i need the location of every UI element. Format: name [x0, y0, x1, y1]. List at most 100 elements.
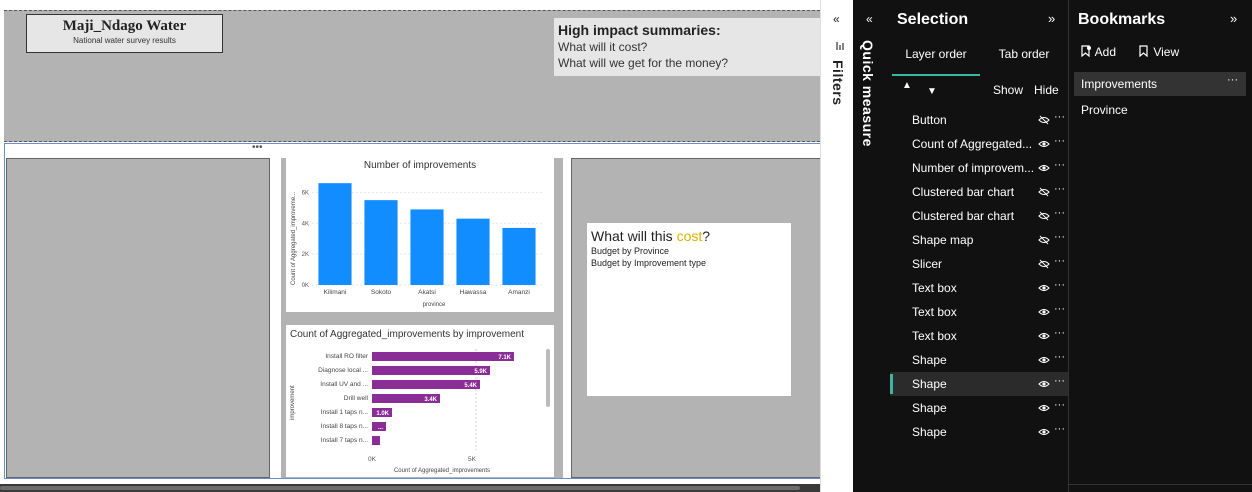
- layer-more-icon[interactable]: ···: [1054, 351, 1065, 363]
- chart1-bar[interactable]: [456, 218, 490, 285]
- layer-row[interactable]: Shape map ···: [890, 228, 1068, 252]
- layer-row[interactable]: Text box ···: [890, 324, 1068, 348]
- quick-measure-collapse-icon[interactable]: «: [866, 12, 873, 26]
- eye-icon[interactable]: [1038, 161, 1050, 173]
- layer-more-icon[interactable]: ···: [1054, 375, 1065, 387]
- eye-hidden-icon[interactable]: [1038, 113, 1050, 125]
- move-up-icon[interactable]: ▲: [902, 80, 912, 91]
- layer-more-icon[interactable]: ···: [1054, 159, 1065, 171]
- cost-card[interactable]: What will this cost? Budget by Province …: [587, 223, 791, 396]
- layer-row[interactable]: Shape ···: [890, 348, 1068, 372]
- layer-more-icon[interactable]: ···: [1054, 327, 1065, 339]
- layer-row[interactable]: Slicer ···: [890, 252, 1068, 276]
- filters-collapse-icon[interactable]: «: [833, 12, 840, 26]
- layer-more-icon[interactable]: ···: [1054, 135, 1065, 147]
- tab-layer-order[interactable]: Layer order: [892, 46, 980, 76]
- quick-measure-label[interactable]: Quick measure: [860, 40, 876, 147]
- chart2-bar[interactable]: [372, 394, 440, 403]
- layer-name: Clustered bar chart: [912, 185, 1015, 199]
- eye-icon[interactable]: [1038, 305, 1050, 317]
- show-all-button[interactable]: Show: [993, 83, 1024, 97]
- eye-icon[interactable]: [1038, 137, 1050, 149]
- improvements-by-type-chart[interactable]: Count of Aggregated_improvements by impr…: [286, 325, 554, 477]
- layer-row[interactable]: Text box ···: [890, 276, 1068, 300]
- bookmark-item-province[interactable]: Province: [1081, 103, 1128, 117]
- layer-name: Shape: [912, 401, 947, 415]
- chart2-bar[interactable]: [372, 352, 514, 361]
- layer-more-icon[interactable]: ···: [1054, 303, 1065, 315]
- layer-more-icon[interactable]: ···: [1054, 111, 1065, 123]
- chart2-bar[interactable]: [372, 380, 480, 389]
- improvements-by-type-svg: Count of Aggregated_improvements by impr…: [290, 329, 550, 474]
- move-down-icon[interactable]: ▼: [927, 86, 937, 97]
- add-bookmark-label: Add: [1094, 45, 1117, 59]
- layer-row[interactable]: Number of improvem... ···: [890, 156, 1068, 180]
- chart2-bar[interactable]: [372, 436, 380, 445]
- improvements-by-province-chart[interactable]: Number of improvements Count of Aggregat…: [286, 155, 554, 312]
- budget-by-improvement-link[interactable]: Budget by Improvement type: [591, 258, 707, 268]
- more-options-dots[interactable]: •••: [252, 142, 263, 153]
- layer-row[interactable]: Shape ···: [890, 372, 1068, 396]
- layer-more-icon[interactable]: ···: [1054, 183, 1065, 195]
- chart2-bar[interactable]: [372, 422, 386, 431]
- chart2-scrollbar[interactable]: [546, 349, 550, 407]
- chart1-bar[interactable]: [318, 183, 352, 285]
- chart2-bar[interactable]: [372, 366, 490, 375]
- hide-all-button[interactable]: Hide: [1034, 83, 1059, 97]
- bookmark-more-icon[interactable]: ···: [1227, 74, 1238, 86]
- bookmarks-expand-icon[interactable]: »: [1230, 11, 1238, 26]
- layer-more-icon[interactable]: ···: [1054, 255, 1065, 267]
- chart1-xtick-label: Hawassa: [460, 289, 487, 296]
- page-scrollbar[interactable]: [0, 486, 800, 490]
- filters-rail[interactable]: [820, 0, 853, 492]
- budget-by-province-link[interactable]: Budget by Province: [591, 246, 670, 256]
- eye-icon[interactable]: [1038, 353, 1050, 365]
- layer-more-icon[interactable]: ···: [1054, 231, 1065, 243]
- add-bookmark-button[interactable]: Add: [1080, 45, 1116, 59]
- eye-icon[interactable]: [1038, 329, 1050, 341]
- eye-hidden-icon[interactable]: [1038, 209, 1050, 221]
- chart2-data-label: ...: [378, 425, 383, 431]
- view-bookmark-button[interactable]: View: [1138, 45, 1179, 59]
- chart2-bar[interactable]: [372, 408, 392, 417]
- layer-row[interactable]: Clustered bar chart ···: [890, 180, 1068, 204]
- chart2-xlabel: Count of Aggregated_improvements: [394, 468, 490, 474]
- layer-more-icon[interactable]: ···: [1054, 399, 1065, 411]
- quick-measure-rail[interactable]: [853, 0, 886, 492]
- eye-icon[interactable]: [1038, 401, 1050, 413]
- layer-more-icon[interactable]: ···: [1054, 279, 1065, 291]
- chart2-data-label: 5.4K: [464, 383, 477, 389]
- layer-row[interactable]: Shape ···: [890, 396, 1068, 420]
- layer-row[interactable]: Shape ···: [890, 420, 1068, 444]
- chart1-bar[interactable]: [502, 227, 536, 285]
- layer-row[interactable]: Clustered bar chart ···: [890, 204, 1068, 228]
- chart1-bar[interactable]: [410, 209, 444, 285]
- summary-box[interactable]: High impact summaries: What will it cost…: [554, 18, 820, 76]
- layer-more-icon[interactable]: ···: [1054, 207, 1065, 219]
- layer-row[interactable]: Text box ···: [890, 300, 1068, 324]
- chart2-category-label: Install UV and ...: [320, 381, 368, 388]
- chart2-category-label: Install RO filter: [325, 353, 368, 360]
- layer-name: Text box: [912, 329, 957, 343]
- eye-icon[interactable]: [1038, 377, 1050, 389]
- bookmark-item-improvements[interactable]: [1074, 72, 1246, 96]
- eye-hidden-icon[interactable]: [1038, 233, 1050, 245]
- eye-icon[interactable]: [1038, 425, 1050, 437]
- chart1-bar[interactable]: [364, 200, 398, 285]
- tab-tab-order[interactable]: Tab order: [998, 47, 1050, 61]
- left-shape[interactable]: [6, 158, 270, 478]
- selection-expand-icon[interactable]: »: [1048, 11, 1056, 26]
- layer-row[interactable]: Count of Aggregated... ···: [890, 132, 1068, 156]
- layer-more-icon[interactable]: ···: [1054, 423, 1065, 435]
- eye-hidden-icon[interactable]: [1038, 185, 1050, 197]
- eye-hidden-icon[interactable]: [1038, 257, 1050, 269]
- summary-title: High impact summaries:: [558, 22, 721, 38]
- filters-label[interactable]: Filters: [830, 60, 846, 106]
- filters-funnel-icon: [836, 41, 844, 54]
- eye-icon[interactable]: [1038, 281, 1050, 293]
- cost-title-suffix: ?: [702, 228, 711, 244]
- chart2-category-label: Install 8 taps n...: [321, 423, 369, 430]
- chart2-xtick-label: 5K: [468, 456, 477, 463]
- layer-row[interactable]: Button ···: [890, 108, 1068, 132]
- title-box[interactable]: Maji_Ndago Water National water survey r…: [26, 14, 223, 53]
